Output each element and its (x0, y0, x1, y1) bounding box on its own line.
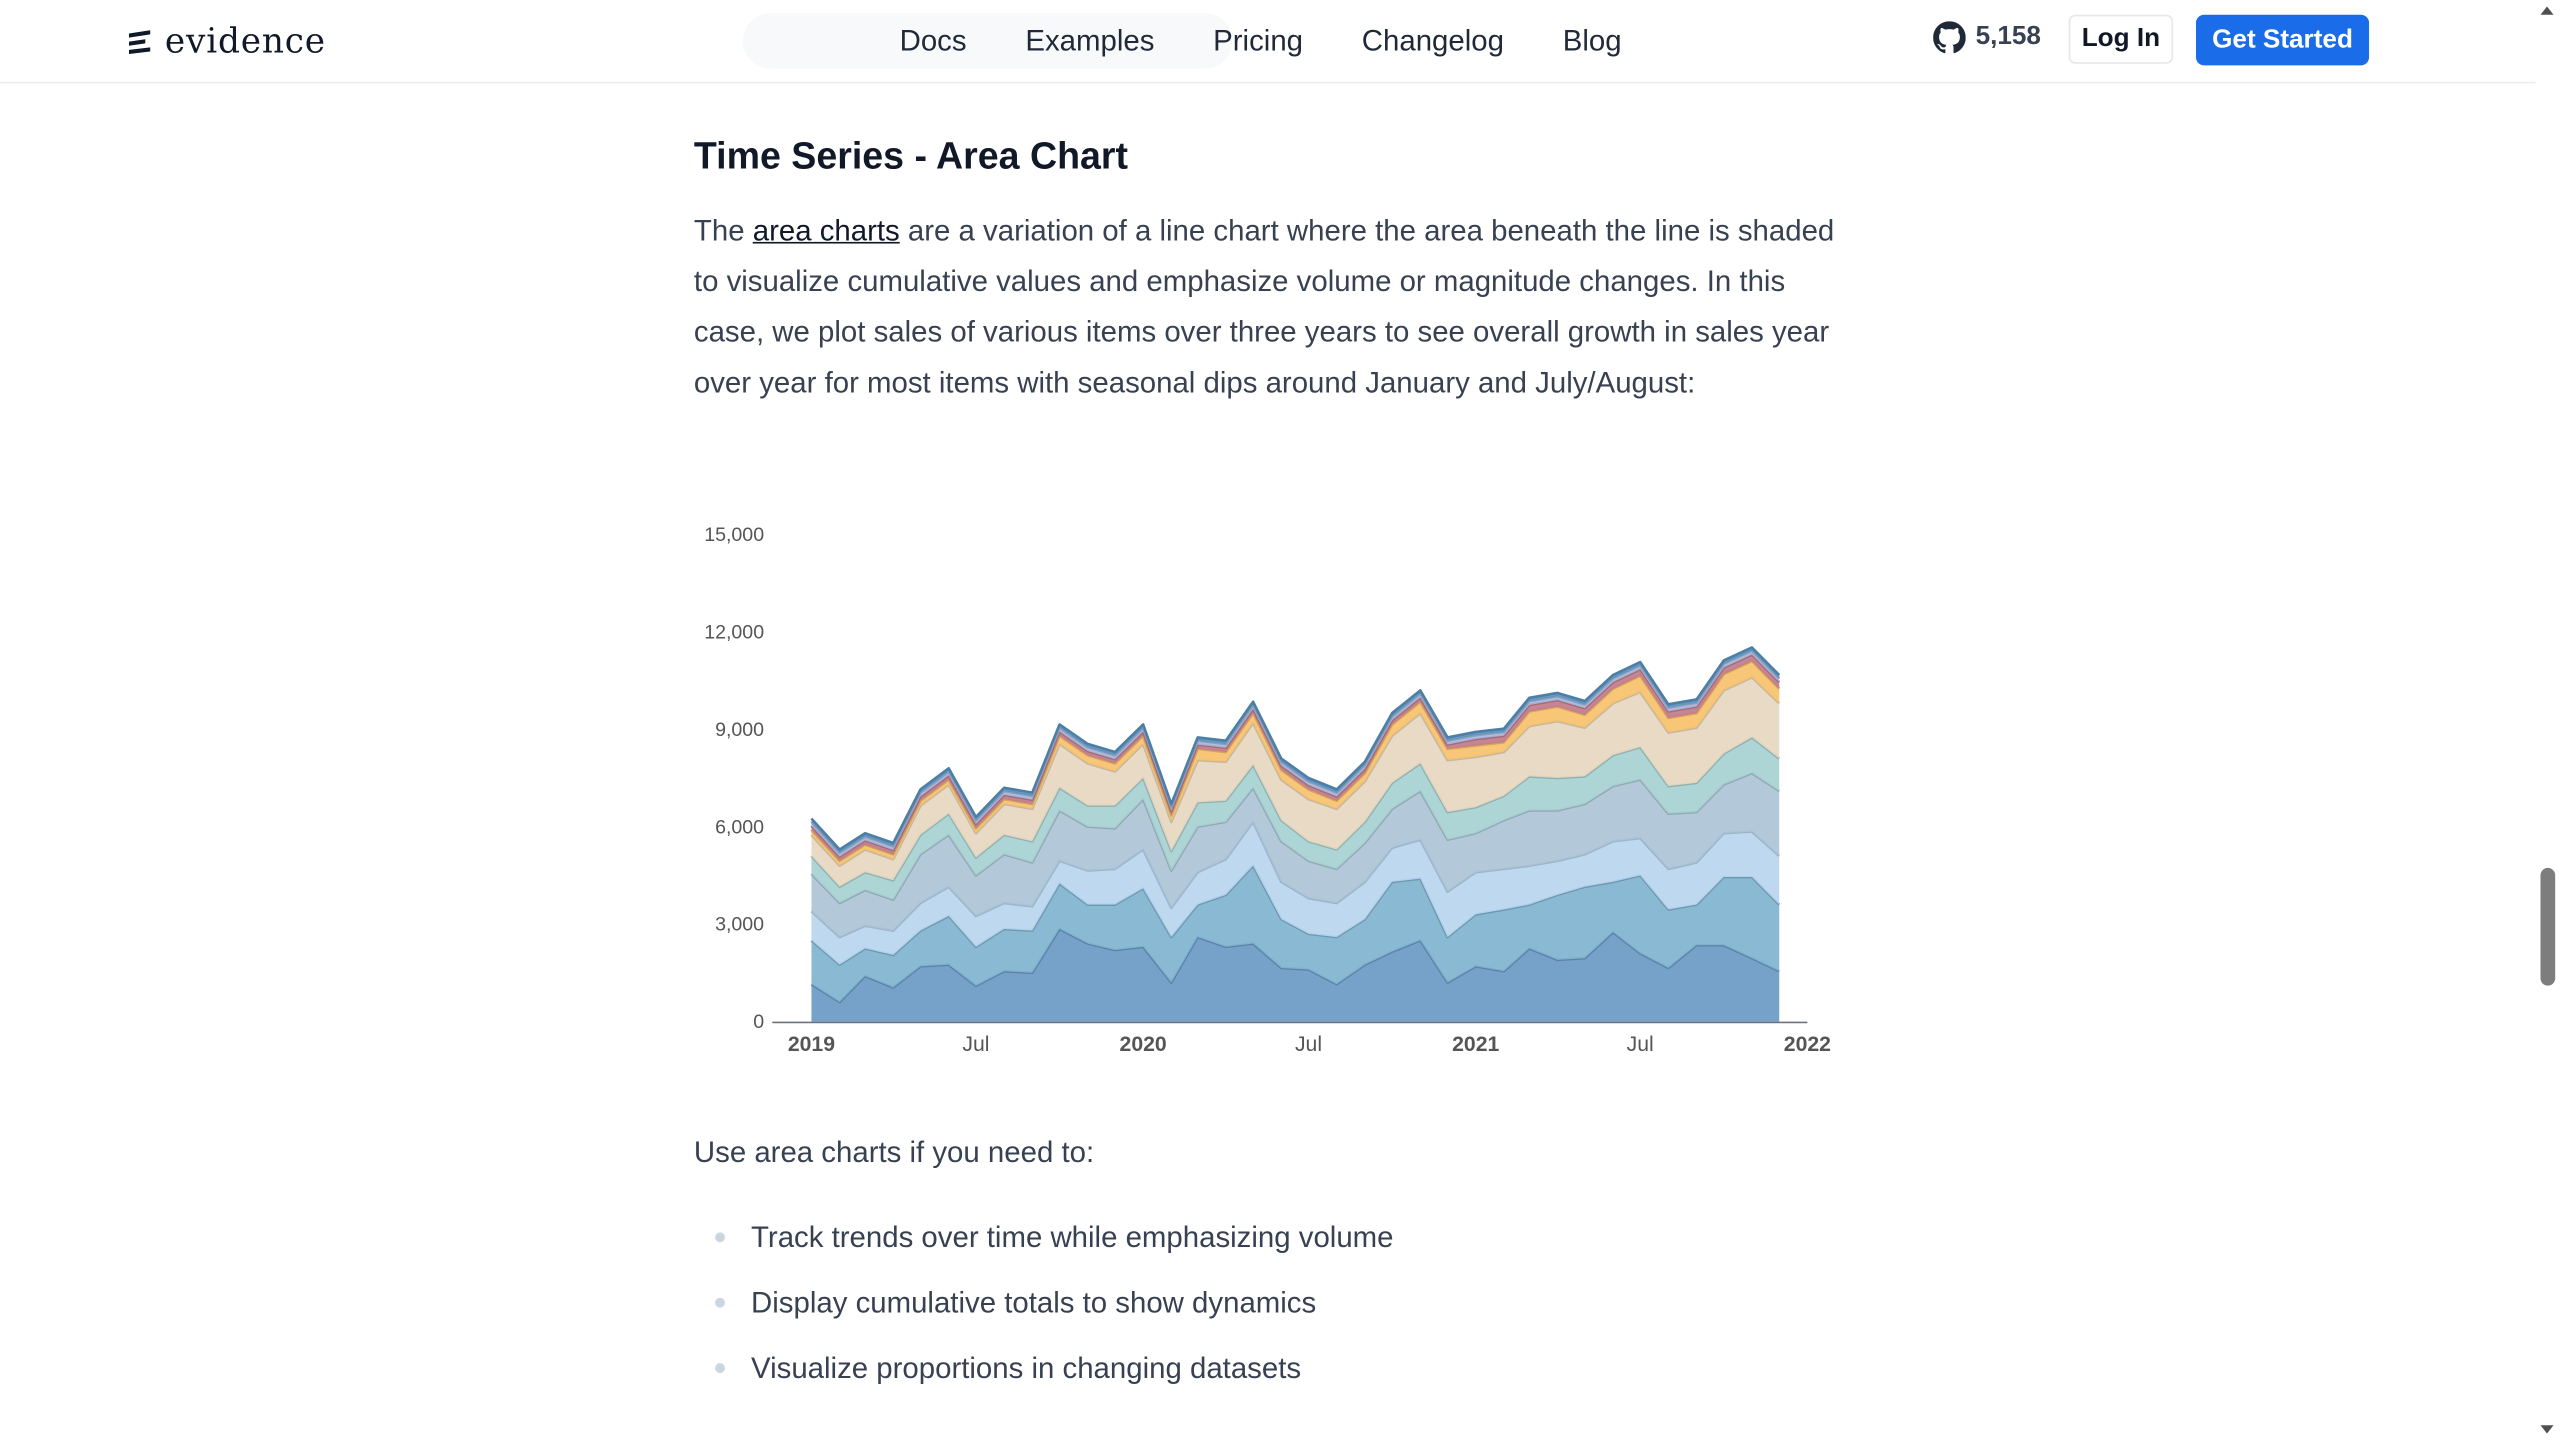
area-series-6 (811, 677, 1780, 887)
area-series-2 (811, 865, 1780, 1003)
x-tick-label: 2019 (788, 1033, 835, 1056)
area-series-10 (811, 647, 1780, 853)
bullet-icon (715, 1297, 725, 1308)
list-item: Visualize proportions in changing datase… (694, 1345, 1837, 1391)
y-tick-label: 3,000 (715, 914, 764, 936)
list-item-text: Track trends over time while emphasizing… (751, 1220, 1394, 1254)
y-tick-label: 12,000 (704, 621, 764, 643)
x-tick-label: 2021 (1452, 1033, 1499, 1056)
area-charts-link[interactable]: area charts (752, 214, 900, 247)
github-stars-link[interactable]: 5,158 (1933, 21, 2041, 54)
github-star-count: 5,158 (1975, 22, 2041, 51)
github-icon (1933, 21, 1966, 54)
area-series-5 (811, 737, 1780, 904)
area-series-7 (811, 661, 1780, 866)
nav-pricing[interactable]: Pricing (1213, 24, 1304, 58)
nav-docs[interactable]: Docs (899, 24, 967, 58)
area-series-9 (811, 650, 1780, 857)
get-started-button[interactable]: Get Started (2195, 14, 2370, 66)
x-tick-label: Jul (1627, 1033, 1654, 1056)
scroll-up-arrow-icon[interactable] (2540, 6, 2554, 15)
y-tick-label: 15,000 (704, 524, 764, 546)
brand-name: evidence (164, 21, 326, 61)
paragraph-text-rest: are a variation of a line chart where th… (693, 214, 1835, 399)
area-series-line-10 (810, 646, 1781, 851)
scrollbar[interactable] (2535, 0, 2560, 1440)
evidence-logo[interactable]: evidence (127, 20, 326, 62)
area-chart: 0 3,000 6,000 9,000 12,000 15,000 2019 Jul 2020 J… (694, 507, 1837, 1071)
x-tick-label: 2020 (1120, 1033, 1167, 1056)
y-tick-label: 0 (753, 1011, 764, 1033)
intro-paragraph: The area charts are a variation of a lin… (694, 206, 1837, 409)
nav-changelog[interactable]: Changelog (1361, 24, 1504, 58)
y-tick-label: 9,000 (715, 719, 764, 741)
area-series-3 (811, 821, 1780, 965)
list-item: Display cumulative totals to show dynami… (694, 1280, 1837, 1326)
paragraph-text-start: The (693, 214, 753, 247)
area-series-line-4 (810, 771, 1780, 905)
area-chart-svg: 0 3,000 6,000 9,000 12,000 15,000 2019 Jul 2020 J… (704, 524, 1831, 1056)
y-tick-label: 6,000 (715, 816, 764, 838)
bullet-icon (715, 1363, 725, 1373)
area-series-4 (811, 773, 1780, 938)
usage-section: Use area charts if you need to: Track tr… (694, 1128, 1837, 1411)
login-button[interactable]: Log In (2068, 14, 2174, 64)
evidence-logo-icon (128, 30, 151, 54)
nav-blog[interactable]: Blog (1562, 24, 1622, 58)
list-item-text: Visualize proportions in changing datase… (751, 1351, 1302, 1385)
x-tick-label: Jul (962, 1033, 989, 1056)
usage-lead: Use area charts if you need to: (693, 1135, 1095, 1169)
faded-search-bar (742, 13, 1233, 69)
bullet-icon (715, 1232, 725, 1243)
scrollbar-thumb[interactable] (2540, 867, 2556, 986)
list-item: Track trends over time while emphasizing… (694, 1214, 1837, 1260)
main-nav: Docs Examples Pricing Changelog Blog (900, 21, 1681, 60)
x-tick-label: 2022 (1784, 1033, 1831, 1056)
area-series-8 (811, 654, 1780, 861)
usage-list: Track trends over time while emphasizing… (694, 1214, 1837, 1391)
top-nav-bar: evidence Docs Examples Pricing Changelog… (0, 0, 2536, 84)
nav-examples[interactable]: Examples (1025, 24, 1155, 58)
scroll-down-arrow-icon[interactable] (2540, 1425, 2554, 1434)
x-tick-label: Jul (1295, 1033, 1322, 1056)
article-intro: Time Series - Area Chart The area charts… (694, 127, 1837, 408)
section-heading: Time Series - Area Chart (693, 134, 1129, 177)
list-item-text: Display cumulative totals to show dynami… (751, 1286, 1317, 1320)
